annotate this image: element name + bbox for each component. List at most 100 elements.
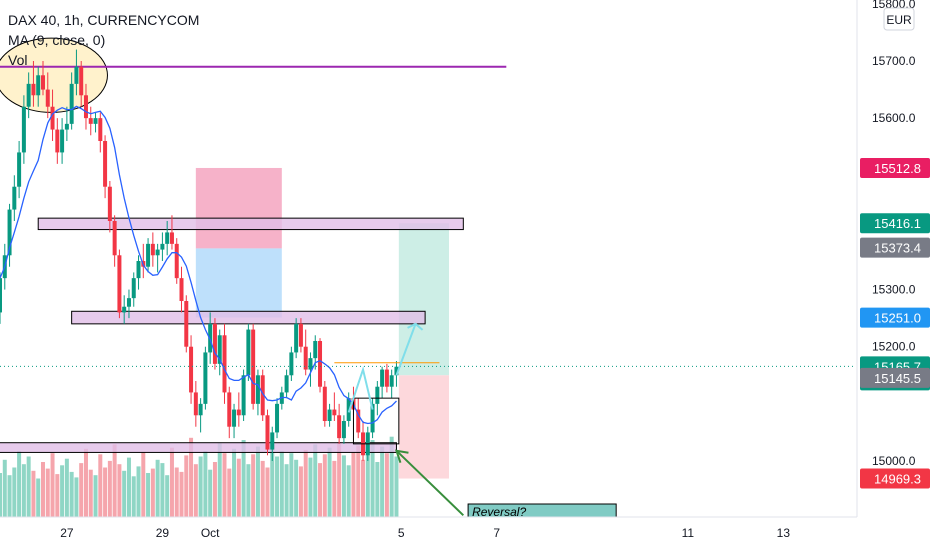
- volume-bar: [12, 467, 17, 517]
- candle-body: [222, 335, 227, 393]
- candle-body: [260, 375, 265, 416]
- candle-body: [341, 421, 346, 439]
- candle-body: [155, 249, 160, 256]
- volume-bar: [327, 447, 332, 517]
- candle-body: [50, 106, 55, 130]
- price-badge-label: 15416.1: [874, 216, 921, 231]
- projection-arrow-head[interactable]: [407, 322, 424, 331]
- volume-bar: [60, 465, 65, 517]
- volume-bar: [126, 457, 131, 517]
- candle-body: [150, 243, 155, 256]
- short-position-target-zone[interactable]: [195, 248, 282, 318]
- candle-body: [308, 358, 313, 370]
- candle-body: [36, 75, 41, 96]
- candle-body: [232, 409, 237, 427]
- candle-body: [165, 232, 170, 244]
- volume-bar: [174, 467, 179, 517]
- candle-body: [198, 403, 203, 416]
- price-badge[interactable]: [860, 367, 930, 388]
- volume-bar: [289, 453, 294, 517]
- candle-body: [0, 278, 2, 313]
- price-badge[interactable]: [860, 468, 930, 489]
- volume-bar: [212, 462, 217, 517]
- candle-body: [103, 141, 108, 187]
- support-resistance-zone[interactable]: [0, 442, 397, 453]
- volume-bar: [322, 454, 327, 517]
- volume-bar: [203, 451, 208, 517]
- price-badge[interactable]: [860, 213, 930, 234]
- volume-bar: [294, 459, 299, 517]
- volume-indicator-label[interactable]: Vol: [8, 52, 28, 68]
- consolidation-box[interactable]: [352, 397, 400, 445]
- volume-bar: [189, 437, 194, 517]
- candle-body: [45, 89, 50, 107]
- volume-bar: [2, 459, 7, 517]
- currency-label: EUR: [886, 13, 912, 27]
- volume-bar: [69, 471, 74, 517]
- candle-body: [251, 329, 256, 404]
- price-tick-label: 15300.0: [872, 283, 916, 297]
- price-badge-label: 14969.3: [874, 472, 921, 487]
- candle-body: [126, 298, 131, 307]
- volume-bar: [179, 471, 184, 517]
- price-badge-label: 15373.4: [874, 241, 921, 256]
- candle-body: [189, 346, 194, 393]
- volume-bar: [308, 457, 313, 517]
- candle-body: [69, 83, 74, 124]
- long-position-target-zone[interactable]: [398, 223, 449, 376]
- ma-indicator-label[interactable]: MA (9, close, 0): [8, 32, 106, 48]
- projection-arrow[interactable]: [395, 323, 417, 376]
- price-badge[interactable]: [860, 157, 930, 178]
- candle-body: [255, 375, 260, 404]
- pointer-arrow[interactable]: [395, 449, 465, 517]
- volume-bar: [50, 453, 55, 517]
- price-tick-label: 15200.0: [872, 340, 916, 354]
- candle-body: [289, 352, 294, 376]
- support-resistance-zone[interactable]: [37, 217, 464, 231]
- candle-body: [236, 409, 241, 416]
- candle-body: [375, 386, 380, 404]
- volume-bar: [246, 464, 251, 517]
- time-axis[interactable]: [0, 517, 932, 550]
- price-tick-label: 15000.0: [872, 454, 916, 468]
- candle-body: [303, 346, 308, 370]
- price-axis[interactable]: [857, 0, 932, 550]
- volume-bar: [7, 475, 12, 517]
- candle-body: [12, 186, 17, 210]
- short-position-stop-zone[interactable]: [195, 167, 282, 249]
- volume-bar: [298, 466, 303, 517]
- symbol-title[interactable]: DAX 40, 1h, CURRENCYCOM: [8, 12, 200, 28]
- candle-body: [193, 392, 198, 416]
- candle-body: [21, 106, 26, 153]
- candle-body: [117, 255, 122, 313]
- volume-bar: [384, 453, 389, 517]
- volume-bar: [21, 464, 26, 517]
- candle-body: [322, 386, 327, 421]
- candle-body: [83, 95, 88, 119]
- candle-body: [384, 369, 389, 387]
- volume-bar: [337, 442, 342, 517]
- projection-path[interactable]: [347, 365, 374, 413]
- volume-bar: [184, 455, 189, 517]
- candle-body: [389, 375, 394, 387]
- candle-body: [74, 66, 79, 84]
- candle-body: [179, 278, 184, 301]
- volume-bar: [64, 458, 69, 517]
- long-position-stop-zone[interactable]: [398, 375, 449, 479]
- volume-bar: [98, 454, 103, 517]
- candle-body: [241, 375, 246, 416]
- price-badge[interactable]: [860, 307, 930, 328]
- price-badge[interactable]: [860, 237, 930, 258]
- volume-bar: [165, 475, 170, 517]
- pointer-arrow-head[interactable]: [394, 449, 409, 464]
- time-tick-label: 29: [156, 526, 170, 540]
- candle-body: [270, 432, 275, 450]
- candle-body: [93, 118, 98, 124]
- candle-body: [356, 409, 361, 433]
- currency-button[interactable]: [883, 7, 915, 31]
- volume-bar: [241, 440, 246, 517]
- price-tick-label: 15700.0: [872, 54, 916, 68]
- candle-body: [294, 323, 299, 353]
